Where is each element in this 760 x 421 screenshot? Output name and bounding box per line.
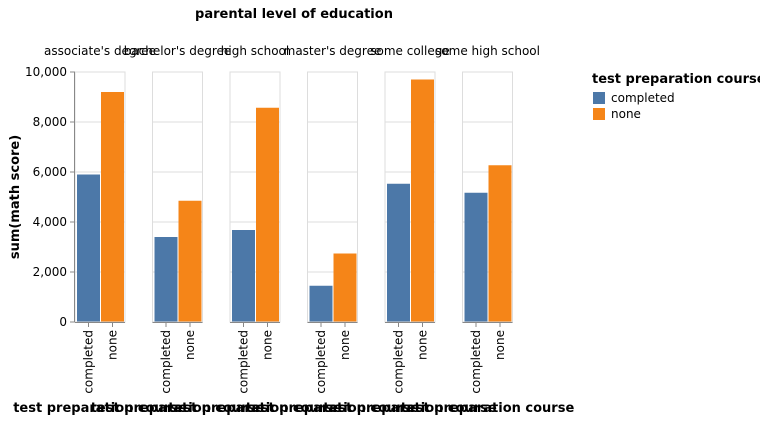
facet-label: high school <box>221 44 289 58</box>
facet-panel: completed none some high school test prepar… <box>401 44 575 416</box>
x-tick-label: none <box>183 330 197 360</box>
y-tick-label: 8,000 <box>33 115 67 129</box>
facet-panel: completed none master's degree test prepara… <box>246 44 420 416</box>
legend: test preparation course completed none <box>592 72 760 121</box>
facet-panel: completed none high school test preparation… <box>168 44 342 416</box>
bar-completed <box>154 237 178 322</box>
facet-label: some high school <box>435 44 540 58</box>
legend-swatch-none <box>593 108 605 120</box>
facet-label: master's degree <box>284 44 382 58</box>
bar-completed <box>464 192 488 322</box>
bar-none <box>411 79 434 322</box>
facet-panels: completed none associate's degree test prep… <box>13 44 574 416</box>
bar-completed <box>232 230 255 322</box>
legend-label-completed: completed <box>611 91 675 105</box>
bar-completed <box>309 285 333 322</box>
bar-none <box>488 165 512 322</box>
y-tick-label: 10,000 <box>25 65 67 79</box>
y-tick-label: 0 <box>59 315 67 329</box>
y-tick-label: 6,000 <box>33 165 67 179</box>
x-axis-title: test preparation course <box>13 401 187 416</box>
x-axis-title: test preparation course <box>91 401 265 416</box>
legend-swatch-completed <box>593 92 605 104</box>
x-tick-label: none <box>338 330 352 360</box>
x-tick-label: none <box>416 330 430 360</box>
bar-completed <box>77 174 100 322</box>
x-tick-label: completed <box>469 330 483 394</box>
facet-panel: completed none some college test preparatio… <box>323 44 497 416</box>
x-tick-label: completed <box>237 330 251 394</box>
x-axis-title: test preparation course <box>401 401 575 416</box>
x-tick-label: completed <box>392 330 406 394</box>
x-axis-title: test preparation course <box>168 401 342 416</box>
y-tick-label: 2,000 <box>33 265 67 279</box>
x-axis-title: test preparation course <box>323 401 497 416</box>
bar-none <box>256 107 279 322</box>
x-tick-label: completed <box>159 330 173 394</box>
bar-none <box>333 253 357 322</box>
facet-panel: completed none associate's degree test prep… <box>13 44 187 416</box>
legend-label-none: none <box>611 107 641 121</box>
bar-none <box>101 92 124 322</box>
bar-completed <box>387 183 410 322</box>
x-tick-label: completed <box>314 330 328 394</box>
y-axis-title: sum(math score) <box>8 135 23 259</box>
facet-panel: completed none bachelor's degree test prepa… <box>91 44 265 416</box>
x-tick-label: none <box>106 330 120 360</box>
y-tick-label: 4,000 <box>33 215 67 229</box>
x-axis-title: test preparation course <box>246 401 420 416</box>
bar-none <box>178 200 202 322</box>
facet-label: some college <box>370 44 449 58</box>
x-tick-label: none <box>493 330 507 360</box>
facet-label: associate's degree <box>44 44 156 58</box>
x-tick-label: completed <box>82 330 96 394</box>
chart-title: parental level of education <box>195 7 393 22</box>
facet-label: bachelor's degree <box>124 44 232 58</box>
x-tick-label: none <box>261 330 275 360</box>
legend-title: test preparation course <box>592 72 760 87</box>
y-axis: 0 2,000 4,000 6,000 8,000 10,000 <box>25 65 75 329</box>
